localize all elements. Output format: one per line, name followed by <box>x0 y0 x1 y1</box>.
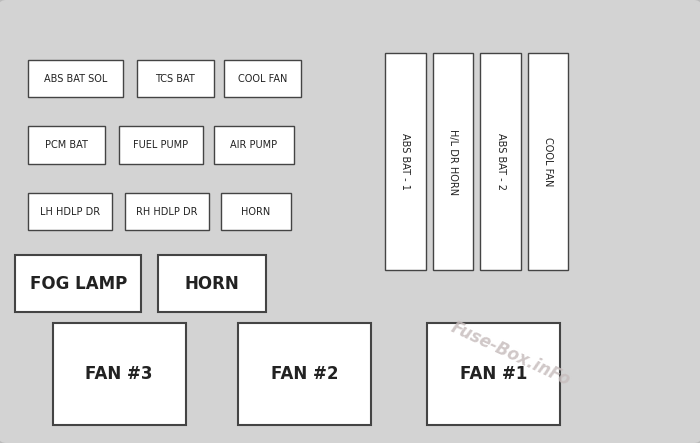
Text: PCM BAT: PCM BAT <box>45 140 88 150</box>
Text: COOL FAN: COOL FAN <box>238 74 287 84</box>
Bar <box>125 193 209 230</box>
Bar <box>480 53 521 270</box>
Text: FAN #3: FAN #3 <box>85 365 153 383</box>
Bar <box>224 60 301 97</box>
Bar <box>385 53 426 270</box>
Text: ABS BAT - 1: ABS BAT - 1 <box>400 133 410 190</box>
Bar <box>136 60 214 97</box>
Bar <box>158 255 266 312</box>
Bar <box>427 323 560 425</box>
Bar <box>28 60 122 97</box>
Text: H/L DR HORN: H/L DR HORN <box>448 128 458 195</box>
Bar <box>119 126 203 164</box>
Text: HORN: HORN <box>241 206 270 217</box>
Text: HORN: HORN <box>184 275 239 292</box>
Text: LH HDLP DR: LH HDLP DR <box>40 206 100 217</box>
Text: RH HDLP DR: RH HDLP DR <box>136 206 197 217</box>
Text: AIR PUMP: AIR PUMP <box>230 140 277 150</box>
Bar <box>28 126 105 164</box>
Text: TCS BAT: TCS BAT <box>155 74 195 84</box>
Text: FOG LAMP: FOG LAMP <box>30 275 127 292</box>
Bar <box>433 53 473 270</box>
Bar <box>528 53 568 270</box>
Text: FUEL PUMP: FUEL PUMP <box>134 140 188 150</box>
Text: ABS BAT - 2: ABS BAT - 2 <box>496 133 505 190</box>
Text: Fuse-Box.inFo: Fuse-Box.inFo <box>448 319 574 390</box>
Bar <box>214 126 294 164</box>
Text: ABS BAT SOL: ABS BAT SOL <box>43 74 107 84</box>
Text: FAN #2: FAN #2 <box>271 365 338 383</box>
Bar <box>238 323 371 425</box>
Bar <box>15 255 141 312</box>
Text: COOL FAN: COOL FAN <box>543 137 553 187</box>
Text: FAN #1: FAN #1 <box>460 365 527 383</box>
Bar <box>220 193 290 230</box>
Bar <box>28 193 112 230</box>
Bar <box>52 323 186 425</box>
